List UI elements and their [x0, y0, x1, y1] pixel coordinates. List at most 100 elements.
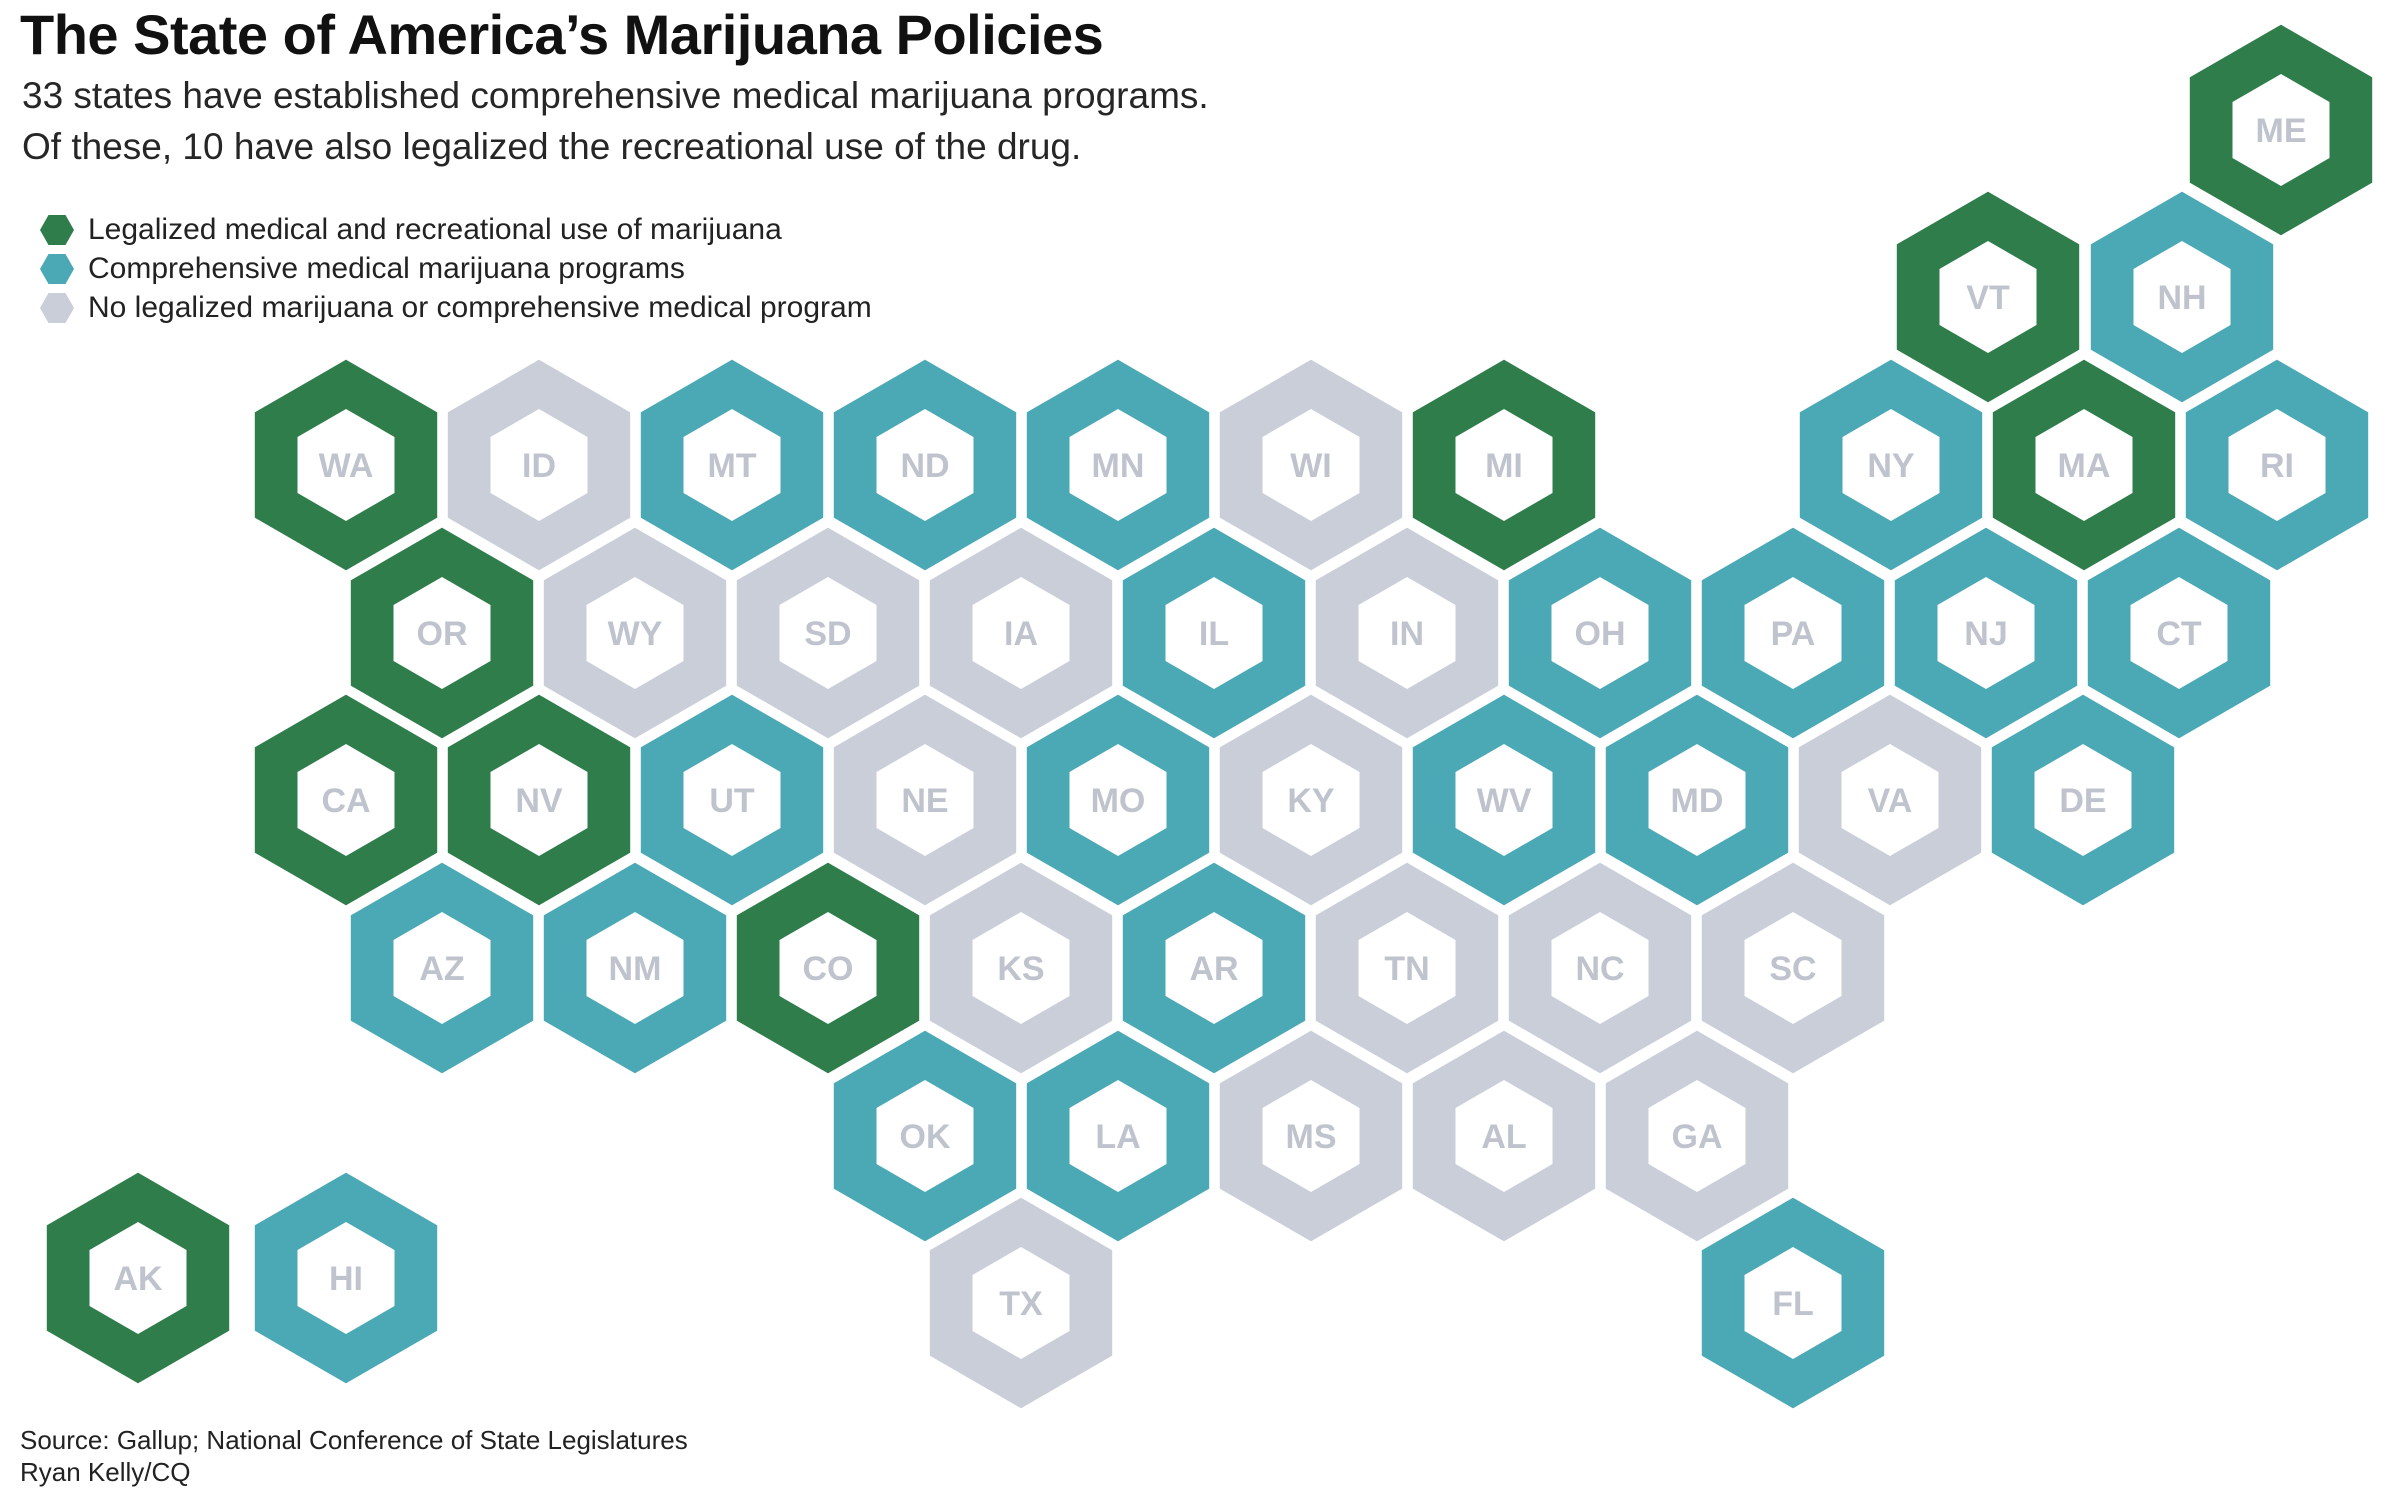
state-tile-center	[1551, 577, 1649, 689]
state-hex-oh: OH	[1505, 524, 1695, 742]
state-hex-ia: IA	[926, 524, 1116, 742]
hex-tile-map: ME VT NH WA ID MT ND MN WI MI NY MA RI OR WY SD IA IL IN OH…	[43, 21, 2376, 1412]
state-label-nv: NV	[515, 782, 563, 820]
state-tile-center	[297, 1222, 395, 1334]
state-hex-az: AZ	[347, 859, 537, 1077]
state-hex-mi: MI	[1409, 356, 1599, 574]
state-label-ky: KY	[1287, 782, 1335, 820]
state-hex-wi: WI	[1216, 356, 1406, 574]
legend-label-none: No legalized marijuana or comprehensive …	[88, 290, 872, 324]
credit-line: Ryan Kelly/CQ	[20, 1457, 191, 1487]
state-tile-center	[1551, 912, 1649, 1024]
state-tile-center	[393, 912, 491, 1024]
state-hex-tn: TN	[1312, 859, 1502, 1077]
state-tile-center	[490, 744, 588, 856]
state-tile-center	[972, 1247, 1070, 1359]
state-tile-center	[1455, 744, 1553, 856]
state-tile-center	[683, 409, 781, 521]
subtitle-line-1: 33 states have established comprehensive…	[22, 75, 1209, 116]
state-tile-center	[1262, 744, 1360, 856]
legend-item-recreational: Legalized medical and recreational use o…	[40, 210, 872, 249]
state-hex-in: IN	[1312, 524, 1502, 742]
state-tile-center	[972, 912, 1070, 1024]
state-label-tn: TN	[1384, 950, 1429, 988]
state-hex-va: VA	[1795, 691, 1985, 909]
state-hex-ne: NE	[830, 691, 1020, 909]
source-line: Source: Gallup; National Conference of S…	[20, 1425, 688, 1455]
hex-map-svg: ME VT NH WA ID MT ND MN WI MI NY MA RI OR WY SD IA IL IN OH…	[43, 21, 2376, 1412]
state-label-ct: CT	[2156, 615, 2202, 653]
state-label-de: DE	[2059, 782, 2106, 820]
legend-item-medical: Comprehensive medical marijuana programs	[40, 249, 872, 288]
state-hex-nh: NH	[2087, 188, 2277, 406]
state-hex-nc: NC	[1505, 859, 1695, 1077]
state-tile-center	[2228, 409, 2326, 521]
state-tile-center	[2232, 74, 2330, 186]
state-label-nd: ND	[900, 447, 949, 485]
state-hex-ct: CT	[2084, 524, 2274, 742]
state-hex-ma: MA	[1989, 356, 2179, 574]
state-hex-sd: SD	[733, 524, 923, 742]
state-hex-sc: SC	[1698, 859, 1888, 1077]
recreational-hexagon-icon	[40, 214, 74, 245]
state-label-va: VA	[1868, 782, 1913, 820]
state-hex-id: ID	[444, 356, 634, 574]
state-label-mt: MT	[707, 447, 756, 485]
state-tile-center	[1648, 1080, 1746, 1192]
state-tile-center	[683, 744, 781, 856]
none-hexagon-icon	[40, 292, 74, 323]
source-note: Source: Gallup; National Conference of S…	[20, 1424, 688, 1488]
state-tile-center	[393, 577, 491, 689]
state-label-ok: OK	[900, 1118, 951, 1156]
state-label-ak: AK	[113, 1260, 163, 1298]
state-hex-mn: MN	[1023, 356, 1213, 574]
state-tile-center	[1744, 1247, 1842, 1359]
state-hex-fl: FL	[1698, 1194, 1888, 1412]
state-hex-ar: AR	[1119, 859, 1309, 1077]
state-label-tx: TX	[999, 1285, 1043, 1323]
state-hex-tx: TX	[926, 1194, 1116, 1412]
state-label-pa: PA	[1771, 615, 1816, 653]
state-hex-ga: GA	[1602, 1027, 1792, 1245]
state-tile-center	[1069, 1080, 1167, 1192]
state-label-la: LA	[1095, 1118, 1140, 1156]
state-label-il: IL	[1199, 615, 1229, 653]
state-tile-center	[1455, 1080, 1553, 1192]
state-tile-center	[779, 912, 877, 1024]
state-label-nj: NJ	[1964, 615, 2007, 653]
state-hex-al: AL	[1409, 1027, 1599, 1245]
state-hex-de: DE	[1988, 691, 2178, 909]
state-label-vt: VT	[1966, 279, 2010, 317]
state-label-ia: IA	[1004, 615, 1038, 653]
state-label-ny: NY	[1867, 447, 1915, 485]
state-tile-center	[1262, 1080, 1360, 1192]
legend-label-medical: Comprehensive medical marijuana programs	[88, 251, 685, 285]
state-label-wi: WI	[1290, 447, 1332, 485]
state-hex-co: CO	[733, 859, 923, 1077]
state-tile-center	[972, 577, 1070, 689]
subtitle-line-2: Of these, 10 have also legalized the rec…	[22, 126, 1082, 167]
state-tile-center	[1069, 409, 1167, 521]
state-label-ca: CA	[321, 782, 370, 820]
state-tile-center	[1165, 912, 1263, 1024]
state-tile-center	[1744, 577, 1842, 689]
state-tile-center	[779, 577, 877, 689]
state-tile-center	[2133, 241, 2231, 353]
state-label-in: IN	[1390, 615, 1424, 653]
state-tile-center	[876, 1080, 974, 1192]
state-label-oh: OH	[1575, 615, 1626, 653]
state-tile-center	[1069, 744, 1167, 856]
state-tile-center	[586, 577, 684, 689]
state-tile-center	[1358, 577, 1456, 689]
state-hex-or: OR	[347, 524, 537, 742]
state-label-ms: MS	[1286, 1118, 1337, 1156]
state-hex-wa: WA	[251, 356, 441, 574]
state-label-ut: UT	[709, 782, 755, 820]
state-hex-ut: UT	[637, 691, 827, 909]
state-tile-center	[876, 409, 974, 521]
state-hex-vt: VT	[1893, 188, 2083, 406]
state-label-sc: SC	[1769, 950, 1816, 988]
state-tile-center	[1744, 912, 1842, 1024]
state-tile-center	[586, 912, 684, 1024]
state-label-co: CO	[803, 950, 854, 988]
